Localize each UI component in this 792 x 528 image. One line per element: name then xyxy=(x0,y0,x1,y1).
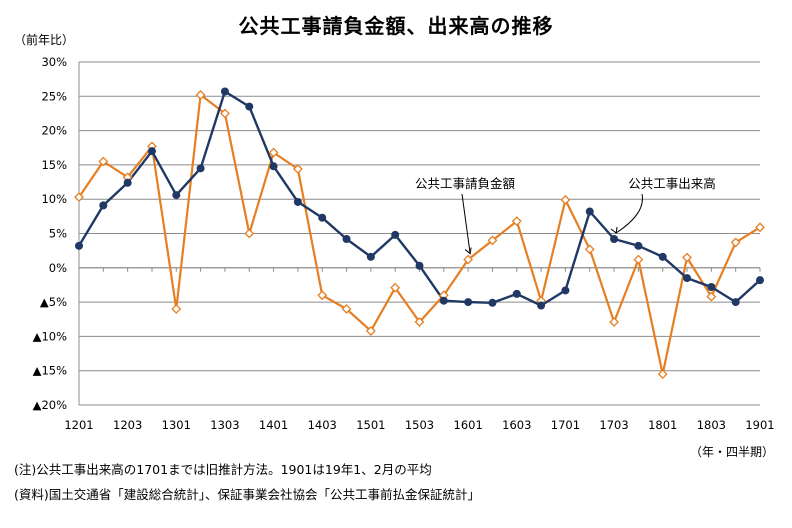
data-point-output xyxy=(658,252,667,261)
y-tick-label: ▲5% xyxy=(40,295,67,309)
y-tick-label: 30% xyxy=(41,55,67,69)
y-tick-label: ▲20% xyxy=(33,398,67,412)
y-tick-label: ▲10% xyxy=(33,329,67,343)
y-tick-label: 5% xyxy=(49,227,67,241)
y-tick-label: 0% xyxy=(49,261,67,275)
data-point-output xyxy=(123,178,132,187)
data-point-output xyxy=(464,298,473,307)
y-axis-unit-label: （前年比） xyxy=(14,33,75,47)
data-point-output xyxy=(415,261,424,270)
x-axis-unit-label: （年・四半期） xyxy=(690,445,775,459)
x-tick-label: 1203 xyxy=(113,418,142,432)
annotation-arrowhead xyxy=(464,247,472,255)
data-point-contract-amount xyxy=(365,325,376,336)
data-point-contract-amount xyxy=(341,304,352,314)
data-point-output xyxy=(75,241,83,250)
data-point-contract-amount xyxy=(171,304,182,314)
x-tick-label: 1603 xyxy=(502,418,531,432)
y-tick-label: 20% xyxy=(41,124,67,138)
data-point-contract-amount xyxy=(609,317,619,327)
data-point-output xyxy=(488,298,497,307)
annotation-leader-line xyxy=(461,193,471,254)
data-point-output xyxy=(220,87,229,96)
series-label-output: 公共工事出来高 xyxy=(628,176,716,191)
data-point-output xyxy=(318,213,327,222)
data-point-contract-amount xyxy=(584,244,595,255)
data-point-contract-amount xyxy=(511,216,522,227)
data-point-contract-amount xyxy=(487,235,498,246)
data-point-contract-amount xyxy=(633,254,644,265)
series-lines xyxy=(77,90,761,376)
data-point-output xyxy=(683,274,692,283)
data-point-output xyxy=(439,296,448,305)
data-point-output xyxy=(147,147,156,156)
y-tick-label: 25% xyxy=(41,89,67,103)
data-point-contract-amount xyxy=(730,237,741,248)
x-tick-label: 1401 xyxy=(259,418,288,432)
y-tick-label: 15% xyxy=(41,158,67,172)
data-point-output xyxy=(634,241,643,250)
footnote-note: (注)公共工事出来高の1701までは旧推計方法。1901は19年1、2月の平均 xyxy=(14,462,432,477)
x-tick-label: 1703 xyxy=(599,418,628,432)
annotation-leader-line xyxy=(615,193,643,234)
y-tick-label: ▲15% xyxy=(33,364,67,378)
series-markers xyxy=(74,87,765,380)
data-point-contract-amount xyxy=(244,228,255,239)
data-point-output xyxy=(196,164,205,173)
data-point-output xyxy=(731,298,740,307)
data-point-contract-amount xyxy=(195,90,206,100)
data-point-output xyxy=(99,201,108,210)
series-line-contract-amount xyxy=(78,93,761,376)
data-point-output xyxy=(269,162,278,171)
y-tick-label: 10% xyxy=(41,192,67,206)
data-point-output xyxy=(172,191,181,200)
x-tick-label: 1601 xyxy=(454,418,483,432)
data-point-output xyxy=(585,207,594,216)
x-tick-label: 1701 xyxy=(551,418,580,432)
data-point-contract-amount xyxy=(268,147,279,158)
series-annotations: 公共工事請負金額 公共工事出来高 xyxy=(415,176,716,255)
data-point-contract-amount xyxy=(220,108,230,119)
data-point-contract-amount xyxy=(414,317,425,327)
data-point-contract-amount xyxy=(755,222,765,233)
data-point-output xyxy=(293,197,302,206)
annotation-arrowhead xyxy=(610,226,618,234)
x-tick-label: 1901 xyxy=(745,418,774,432)
data-point-contract-amount xyxy=(317,290,328,301)
data-point-contract-amount xyxy=(657,369,668,380)
x-tick-label: 1801 xyxy=(648,418,677,432)
data-point-output xyxy=(366,252,375,261)
data-point-contract-amount xyxy=(463,254,474,265)
x-tick-label: 1403 xyxy=(308,418,337,432)
data-point-output xyxy=(342,234,351,243)
x-tick-labels: 1201 1203 1301 1303 1401 1403 1501 1503 1601 1603… xyxy=(64,418,774,432)
data-point-contract-amount xyxy=(292,164,303,174)
data-point-output xyxy=(561,286,570,295)
series-label-contract-amount: 公共工事請負金額 xyxy=(415,176,516,191)
x-tick-label: 1503 xyxy=(405,418,434,432)
x-tick-label: 1803 xyxy=(697,418,726,432)
data-point-output xyxy=(610,234,619,243)
footnote-source: (資料)国土交通省「建設総合統計」、保証事業会社協会「公共工事前払金保証統計」 xyxy=(14,487,481,502)
data-point-contract-amount xyxy=(706,291,717,302)
data-point-output xyxy=(245,102,254,111)
x-tick-label: 1501 xyxy=(356,418,385,432)
data-point-contract-amount xyxy=(390,282,401,293)
data-point-contract-amount xyxy=(74,192,84,203)
data-point-output xyxy=(512,289,521,298)
x-tick-label: 1303 xyxy=(210,418,239,432)
data-point-output xyxy=(756,276,764,285)
data-point-contract-amount xyxy=(98,156,109,167)
data-point-output xyxy=(707,283,716,292)
data-point-output xyxy=(391,230,400,239)
y-tick-labels: 30% 25% 20% 15% 10% 5% 0% ▲5% ▲10% ▲15% ▲20% xyxy=(33,55,67,412)
x-tick-label: 1301 xyxy=(162,418,191,432)
data-point-output xyxy=(537,301,546,310)
data-point-contract-amount xyxy=(560,194,571,205)
data-point-contract-amount xyxy=(682,252,692,263)
chart-title: 公共工事請負金額、出来高の推移 xyxy=(238,14,554,38)
x-tick-label: 1201 xyxy=(64,418,93,432)
